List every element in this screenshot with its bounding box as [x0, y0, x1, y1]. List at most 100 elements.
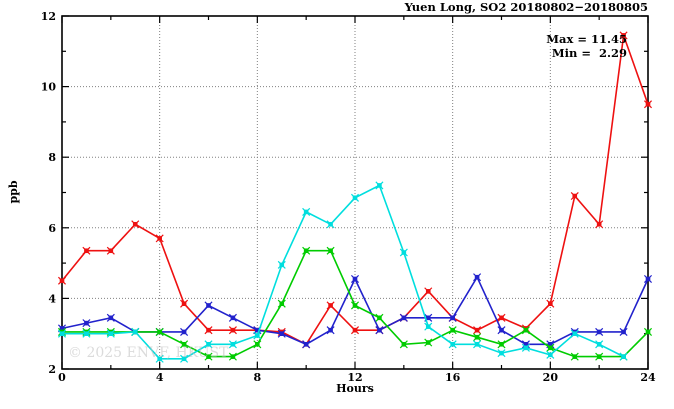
data-point-marker [595, 340, 604, 349]
data-point-marker [350, 274, 360, 284]
data-point-marker [521, 340, 530, 349]
y-tick-label: 12 [41, 10, 56, 23]
y-tick-label: 2 [48, 363, 56, 376]
data-point-marker [595, 352, 604, 361]
y-axis-label: ppb [7, 180, 20, 203]
data-point-marker [106, 246, 115, 255]
data-point-marker [155, 327, 164, 336]
data-point-marker [570, 352, 579, 361]
data-point-marker [570, 329, 579, 338]
x-tick-label: 16 [445, 371, 461, 384]
data-point-marker [643, 327, 653, 336]
data-point-marker [521, 343, 530, 352]
y-tick-label: 4 [48, 292, 56, 305]
data-point-marker [204, 352, 213, 361]
data-point-marker [448, 313, 457, 322]
data-point-marker [180, 354, 189, 363]
data-point-marker [204, 340, 213, 349]
data-point-marker [497, 313, 506, 322]
data-point-marker [326, 301, 335, 310]
data-point-marker [228, 326, 237, 335]
chart-title: Yuen Long, SO2 20180802−20180805 [404, 0, 648, 14]
x-tick-label: 8 [254, 371, 262, 384]
y-tick-label: 6 [48, 222, 56, 235]
max-value-label: Max = 11.45 [546, 32, 627, 46]
x-tick-label: 0 [58, 371, 66, 384]
data-point-marker [497, 326, 506, 335]
data-point-marker [180, 299, 189, 308]
data-point-marker [228, 313, 237, 322]
data-point-marker [424, 287, 433, 296]
data-point-marker [643, 274, 653, 284]
data-point-marker [619, 327, 628, 336]
data-point-marker [155, 354, 164, 363]
data-point-marker [375, 326, 384, 335]
data-point-marker [546, 299, 555, 308]
series-cyan [57, 181, 628, 363]
data-point-marker [277, 329, 286, 338]
data-point-marker [326, 246, 335, 255]
data-point-marker [399, 248, 408, 257]
data-point-marker [473, 340, 482, 349]
x-tick-label: 20 [543, 371, 559, 384]
x-axis-label: Hours [336, 382, 374, 395]
data-point-marker [595, 220, 604, 229]
data-point-marker [521, 326, 530, 335]
data-point-marker [326, 326, 335, 335]
data-point-marker [253, 331, 262, 340]
x-tick-labels: 0 4 8 12 16 20 24 [58, 371, 656, 384]
data-point-marker [180, 340, 189, 349]
data-point-marker [131, 327, 140, 336]
data-point-marker [228, 340, 237, 349]
data-point-marker [106, 313, 115, 322]
data-point-marker [424, 322, 433, 331]
data-point-marker [82, 319, 91, 328]
watermark: © 2025 ENVF, HKUST [68, 345, 229, 361]
data-point-marker [82, 329, 91, 338]
data-point-marker [619, 31, 628, 40]
gridlines [62, 16, 648, 369]
data-point-marker [595, 327, 604, 336]
data-point-marker [204, 301, 213, 310]
data-point-marker [131, 220, 140, 229]
data-point-marker [375, 181, 384, 190]
data-point-marker [473, 333, 482, 342]
data-point-marker [106, 329, 115, 338]
data-point-marker [399, 313, 408, 322]
data-point-marker [448, 340, 457, 349]
data-point-marker [302, 340, 311, 349]
data-point-marker [546, 343, 555, 352]
data-point-marker [204, 326, 213, 335]
data-point-marker [570, 192, 579, 201]
data-point-marker [82, 246, 91, 255]
data-point-marker [57, 276, 67, 285]
data-point-marker [350, 326, 360, 335]
data-point-marker [448, 326, 457, 335]
data-point-marker [57, 329, 67, 338]
data-point-marker [277, 299, 286, 308]
data-point-marker [497, 349, 506, 358]
data-point-marker [228, 352, 237, 361]
x-tick-label: 12 [347, 371, 362, 384]
data-point-marker [326, 220, 335, 229]
data-point-marker [350, 301, 360, 310]
data-point-marker [497, 340, 506, 349]
data-point-marker [180, 327, 189, 336]
data-point-marker [277, 260, 286, 269]
data-point-marker [350, 193, 360, 202]
data-series [57, 31, 653, 363]
y-tick-label: 10 [41, 81, 57, 94]
data-point-marker [643, 100, 653, 109]
data-point-marker [375, 313, 384, 322]
x-tick-label: 24 [640, 371, 656, 384]
plot-border [61, 15, 649, 370]
data-point-marker [155, 234, 164, 243]
data-point-marker [424, 338, 433, 347]
data-point-marker [302, 246, 311, 255]
data-point-marker [302, 207, 311, 216]
data-point-marker [546, 350, 555, 359]
data-point-marker [473, 273, 482, 282]
y-tick-label: 8 [48, 151, 56, 164]
